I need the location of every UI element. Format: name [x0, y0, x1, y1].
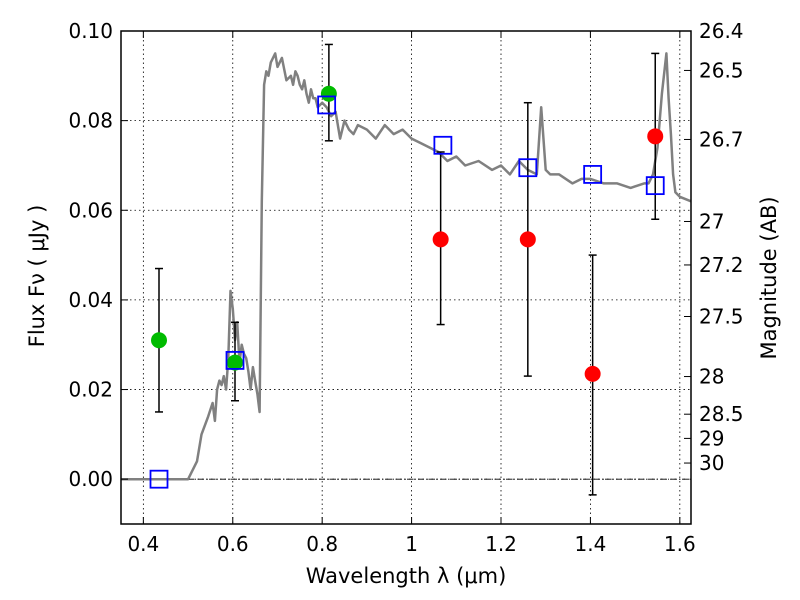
x-axis-label: Wavelength λ (μm)	[306, 564, 507, 588]
data-points	[151, 85, 664, 382]
y2-tick-label: 28.5	[699, 402, 744, 426]
ticks	[121, 30, 691, 524]
tick-labels: 0.4 0.6 0.8 1 1.2 1.4 1.6 0.00 0.02 0.04 0.06 0.08 0…	[68, 19, 743, 556]
y2-tick-label: 27.5	[699, 304, 744, 328]
y2-tick-label: 28	[699, 365, 724, 389]
model-square	[433, 135, 453, 155]
y2-tick-label: 26.4	[699, 19, 744, 43]
model-square	[583, 165, 603, 184]
y-tick-label: 0.02	[68, 378, 113, 402]
right-y-axis-label: Magnitude (AB)	[757, 196, 781, 359]
x-tick-label: 1.6	[664, 532, 696, 556]
x-tick-label: 0.4	[127, 532, 159, 556]
y-tick-label: 0.00	[68, 467, 113, 491]
model-sed-group	[121, 52, 692, 481]
y-axis-label: Flux Fν ( μJy )	[25, 205, 49, 348]
green-point	[320, 85, 337, 102]
x-tick-label: 1.4	[575, 532, 607, 556]
red-point	[519, 231, 536, 248]
y2-tick-label: 26.7	[699, 127, 744, 151]
red-point	[584, 365, 601, 382]
y2-tick-label: 29	[699, 426, 724, 450]
model-square	[225, 351, 245, 370]
errorbars	[155, 43, 660, 496]
model-square	[518, 158, 538, 178]
red-point	[432, 231, 449, 248]
y2-tick-label: 30	[699, 451, 724, 475]
x-tick-label: 1.2	[485, 532, 517, 556]
y2-tick-label: 27.2	[699, 253, 744, 277]
green-point	[227, 354, 243, 371]
grid	[121, 31, 691, 524]
red-point	[647, 128, 664, 145]
y-tick-label: 0.06	[68, 198, 113, 222]
model-sed-line	[121, 52, 692, 481]
model-square	[317, 95, 337, 115]
x-tick-label: 0.6	[217, 532, 249, 556]
y-tick-label: 0.08	[68, 109, 113, 133]
y-tick-label: 0.04	[68, 288, 113, 312]
y-tick-label: 0.10	[68, 19, 113, 43]
x-tick-label: 1	[405, 532, 418, 556]
model-square	[149, 469, 169, 489]
x-tick-label: 0.8	[306, 532, 338, 556]
y2-tick-label: 27	[699, 209, 724, 233]
green-point	[151, 332, 167, 349]
plot-frame	[120, 30, 692, 525]
model-square	[645, 176, 665, 196]
model-photometry	[149, 95, 665, 489]
y2-tick-label: 26.5	[699, 58, 744, 82]
